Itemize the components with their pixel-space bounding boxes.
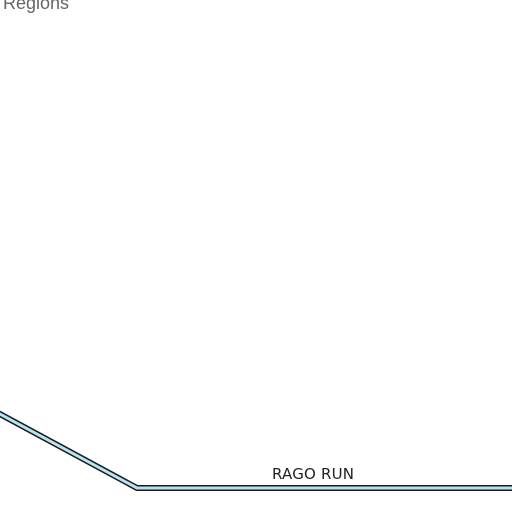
stream-outline [0, 410, 512, 491]
stream-name-label: RAGO RUN [272, 465, 355, 483]
stream-water [0, 412, 512, 490]
region-layer-label: l Regions [0, 0, 70, 13]
